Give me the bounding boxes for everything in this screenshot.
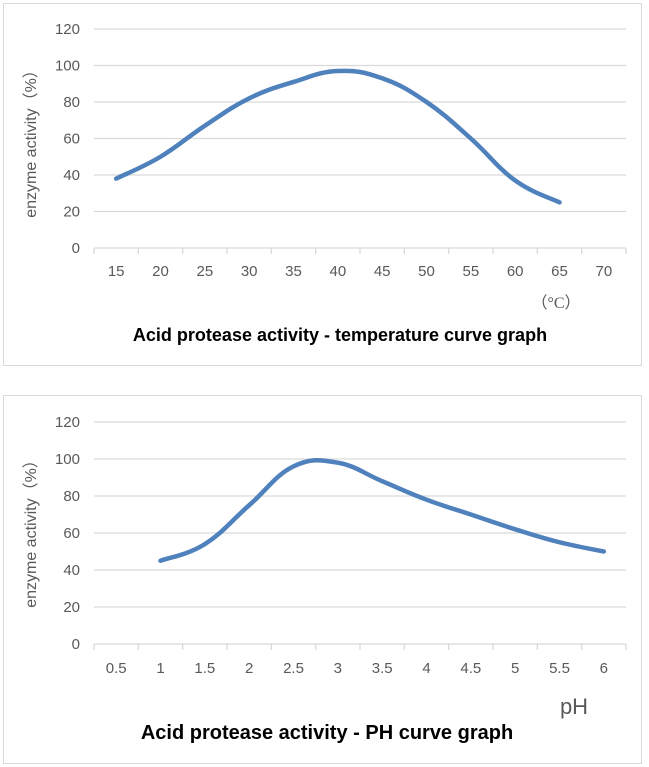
chart1-x-tick-label: 25	[196, 263, 213, 280]
chart2-y-tick-label: 120	[55, 414, 80, 431]
chart2-y-tick-label: 80	[63, 488, 80, 505]
chart2-y-tick-label: 100	[55, 451, 80, 468]
chart1-x-tick-label: 40	[329, 263, 346, 280]
chart2-x-tick-label: 2.5	[283, 660, 304, 677]
chart2-title: Acid protease activity - PH curve graph	[141, 722, 513, 744]
chart2-x-tick-label: 5.5	[549, 660, 570, 677]
chart2-y-tick-label: 20	[63, 599, 80, 616]
chart1-x-tick-label: 65	[551, 263, 568, 280]
chart2-x-axis-title: pH	[560, 694, 588, 719]
chart1-y-axis-title: enzyme activity（%）	[22, 62, 40, 218]
chart2-y-tick-label: 0	[72, 636, 80, 653]
chart1-y-tick-label: 0	[72, 240, 80, 257]
chart1-title: Acid protease activity - temperature cur…	[133, 325, 547, 345]
chart1-x-tick-label: 30	[241, 263, 258, 280]
chart1-x-tick-label: 70	[595, 263, 612, 280]
chart2-plot-area: 0 20 40 60 80 100 120 0.5 1 1.5 2 2.5 3 3.5 4 4.5 5 5.5 6	[55, 414, 627, 677]
chart2-x-tick-label: 5	[511, 660, 519, 677]
chart2-x-tick-label: 1.5	[194, 660, 215, 677]
chart1-y-tick-label: 20	[63, 204, 80, 221]
chart1-y-tick-label: 40	[63, 167, 80, 184]
chart1-x-tick-label: 50	[418, 263, 435, 280]
chart1-x-tick-label: 20	[152, 263, 169, 280]
ph-chart-panel	[3, 395, 642, 764]
chart1-x-tick-label: 15	[108, 263, 125, 280]
chart1-y-tick-label: 100	[55, 58, 80, 75]
chart2-x-tick-label: 3	[334, 660, 342, 677]
chart1-y-tick-label: 80	[63, 94, 80, 111]
chart2-x-tick-label: 4.5	[460, 660, 481, 677]
chart2-x-tick-label: 4	[422, 660, 430, 677]
temperature-chart-panel	[3, 3, 642, 366]
chart2-y-tick-label: 40	[63, 562, 80, 579]
chart2-y-tick-label: 60	[63, 525, 80, 542]
chart1-x-tick-label: 45	[374, 263, 391, 280]
chart1-x-tick-label: 35	[285, 263, 302, 280]
chart2-x-tick-label: 0.5	[106, 660, 127, 677]
chart1-x-unit-label: （°C）	[531, 294, 580, 312]
chart2-y-axis-title: enzyme activity（%）	[22, 452, 40, 608]
chart2-x-tick-label: 1	[156, 660, 164, 677]
chart1-y-tick-label: 60	[63, 131, 80, 148]
chart1-x-tick-label: 60	[507, 263, 524, 280]
chart1-x-tick-label: 55	[462, 263, 479, 280]
chart2-x-tick-label: 2	[245, 660, 253, 677]
chart2-x-tick-label: 3.5	[372, 660, 393, 677]
chart2-x-tick-label: 6	[600, 660, 608, 677]
chart1-plot-area: 0 20 40 60 80 100 120 15 20 25 30 35 40 45 50 55 60 65 70	[55, 21, 627, 280]
chart1-y-tick-label: 120	[55, 21, 80, 38]
chart1-series-line	[113, 68, 562, 205]
chart2-series-line	[158, 457, 607, 563]
